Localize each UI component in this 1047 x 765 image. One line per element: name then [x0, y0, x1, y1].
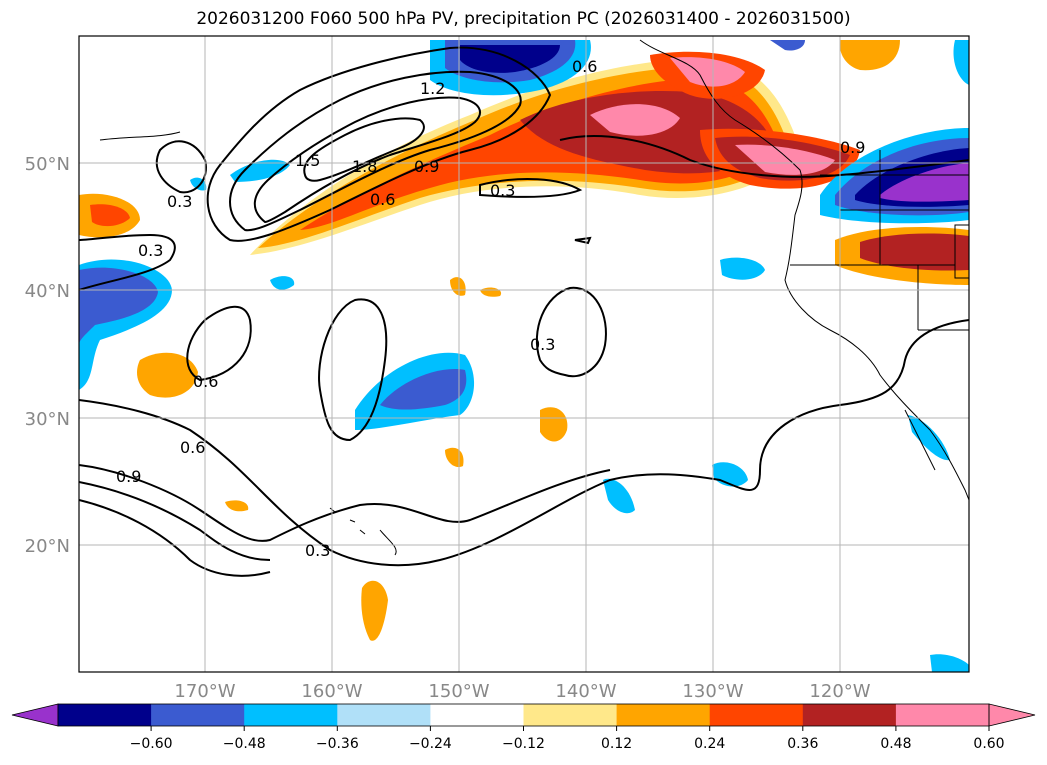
contour-label: 0.9	[116, 467, 141, 486]
colorbar-tick-label: −0.24	[409, 736, 452, 752]
colorbar-segment	[616, 704, 711, 726]
contour-label: 1.8	[352, 157, 377, 176]
colorbar-extend-max	[988, 703, 1036, 727]
precip-fill	[79, 40, 969, 672]
lat-label-30n: 30°N	[25, 409, 70, 430]
contour-labels: 0.6 1.2 1.5 1.8 0.9 0.6 0.3 0.9 0.3 0.3 …	[116, 57, 865, 560]
colorbar-extend-min	[11, 703, 59, 727]
contour-label: 0.3	[167, 192, 192, 211]
contour-label: 0.3	[530, 335, 555, 354]
colorbar-tick-label: 0.24	[694, 736, 725, 752]
lon-label-120w: 120°W	[809, 681, 870, 702]
lat-label-20n: 20°N	[25, 536, 70, 557]
colorbar-segment	[151, 704, 245, 726]
colorbar-segment	[802, 704, 897, 726]
colorbar-tick-label: −0.60	[130, 736, 173, 752]
map-frame	[78, 35, 970, 673]
colorbar: −0.60 −0.48 −0.36 −0.24 −0.12 0.12 0.24 0.36 0.4…	[11, 703, 1036, 752]
colorbar-tick-label: −0.48	[223, 736, 266, 752]
contour-label: 0.3	[138, 241, 163, 260]
lon-label-140w: 140°W	[555, 681, 616, 702]
colorbar-tick-label: 0.12	[601, 736, 632, 752]
colorbar-tick-label: 0.48	[880, 736, 911, 752]
colorbar-segment	[895, 704, 990, 726]
colorbar-segment	[709, 704, 804, 726]
contour-label: 0.3	[490, 181, 515, 200]
pv-contours	[79, 46, 969, 577]
lat-label-40n: 40°N	[25, 281, 70, 302]
colorbar-tick-label: 0.36	[787, 736, 818, 752]
colorbar-segment	[58, 704, 152, 726]
colorbar-tick-label: −0.12	[502, 736, 545, 752]
map-gridlines	[79, 36, 969, 672]
lon-label-170w: 170°W	[174, 681, 235, 702]
contour-label: 0.6	[193, 372, 218, 391]
lon-label-130w: 130°W	[682, 681, 743, 702]
contour-label: 0.6	[572, 57, 597, 76]
colorbar-tick-label: −0.36	[316, 736, 359, 752]
colorbar-segment	[244, 704, 338, 726]
colorbar-segment	[430, 704, 524, 726]
contour-label: 1.2	[420, 79, 445, 98]
colorbar-segment	[523, 704, 618, 726]
map-title: 2026031200 F060 500 hPa PV, precipitatio…	[196, 9, 851, 29]
lon-label-160w: 160°W	[301, 681, 362, 702]
contour-label: 0.6	[370, 190, 395, 209]
contour-label: 0.6	[180, 438, 205, 457]
colorbar-tick-label: 0.60	[973, 736, 1004, 752]
contour-label: 0.9	[414, 157, 439, 176]
colorbar-segment	[337, 704, 431, 726]
contour-label: 1.5	[295, 151, 320, 170]
lat-label-50n: 50°N	[25, 154, 70, 175]
map-area	[79, 39, 969, 672]
contour-label: 0.9	[840, 138, 865, 157]
contour-label: 0.3	[305, 541, 330, 560]
coastlines	[99, 39, 969, 556]
lon-label-150w: 150°W	[428, 681, 489, 702]
